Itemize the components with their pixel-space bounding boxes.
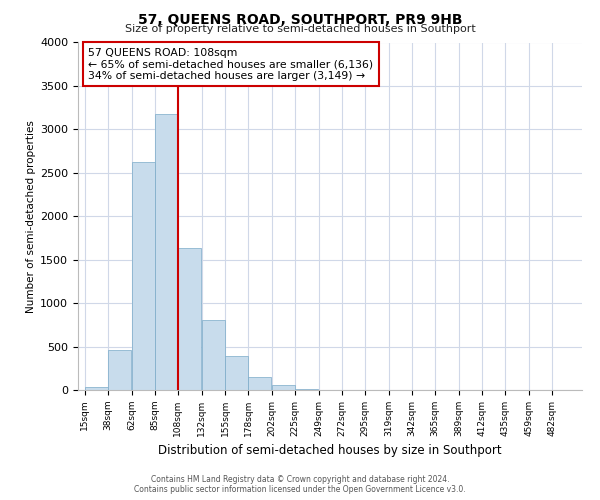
Bar [178, 248, 201, 390]
Text: Contains HM Land Registry data © Crown copyright and database right 2024.
Contai: Contains HM Land Registry data © Crown c… [134, 474, 466, 494]
Text: Size of property relative to semi-detached houses in Southport: Size of property relative to semi-detach… [125, 24, 475, 34]
Bar [132, 162, 155, 390]
Bar [108, 350, 131, 390]
Text: 57 QUEENS ROAD: 108sqm
← 65% of semi-detached houses are smaller (6,136)
34% of : 57 QUEENS ROAD: 108sqm ← 65% of semi-det… [88, 48, 373, 81]
Bar [248, 376, 271, 390]
Y-axis label: Number of semi-detached properties: Number of semi-detached properties [26, 120, 36, 312]
Bar [225, 356, 248, 390]
Bar [85, 387, 108, 390]
Bar [272, 385, 295, 390]
Bar [202, 320, 225, 390]
Text: 57, QUEENS ROAD, SOUTHPORT, PR9 9HB: 57, QUEENS ROAD, SOUTHPORT, PR9 9HB [138, 12, 462, 26]
Bar [295, 388, 318, 390]
X-axis label: Distribution of semi-detached houses by size in Southport: Distribution of semi-detached houses by … [158, 444, 502, 458]
Bar [155, 114, 178, 390]
